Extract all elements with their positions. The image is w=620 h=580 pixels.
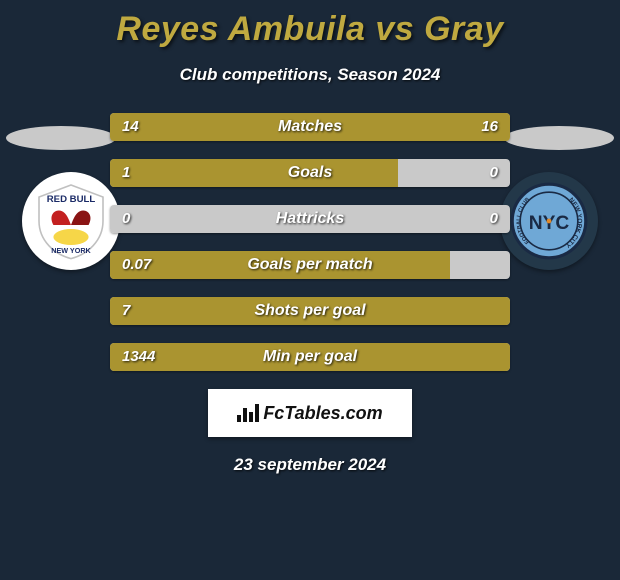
stat-left-bar — [110, 159, 398, 187]
stat-row: 0.07Goals per match — [110, 251, 510, 279]
stat-left-bar — [110, 251, 450, 279]
stat-value-right: 16 — [481, 113, 498, 141]
page-title: Reyes Ambuila vs Gray — [0, 0, 620, 49]
comparison-bars: 1416Matches10Goals00Hattricks0.07Goals p… — [110, 113, 510, 371]
stat-row: 10Goals — [110, 159, 510, 187]
chart-icon — [237, 404, 259, 422]
stat-left-bar — [110, 343, 510, 371]
stat-row-bg — [110, 205, 510, 233]
stat-value-left: 0.07 — [122, 251, 151, 279]
stat-left-bar — [110, 297, 510, 325]
brand-footer-box[interactable]: FcTables.com — [208, 389, 412, 437]
stat-value-left: 1 — [122, 159, 130, 187]
page-subtitle: Club competitions, Season 2024 — [0, 65, 620, 85]
stat-value-left: 7 — [122, 297, 130, 325]
stat-right-bar — [298, 113, 510, 141]
stat-row: 1416Matches — [110, 113, 510, 141]
stat-row: 7Shots per goal — [110, 297, 510, 325]
stat-row: 1344Min per goal — [110, 343, 510, 371]
brand-text: FcTables.com — [263, 403, 382, 424]
stat-value-left: 1344 — [122, 343, 155, 371]
stat-value-left: 0 — [122, 205, 130, 233]
stat-value-right: 0 — [490, 205, 498, 233]
stat-value-left: 14 — [122, 113, 139, 141]
stat-row: 00Hattricks — [110, 205, 510, 233]
date-text: 23 september 2024 — [0, 455, 620, 475]
stat-value-right: 0 — [490, 159, 498, 187]
